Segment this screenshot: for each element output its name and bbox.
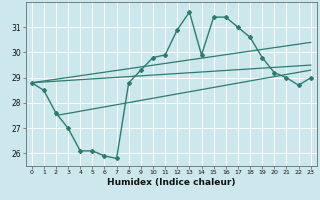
X-axis label: Humidex (Indice chaleur): Humidex (Indice chaleur) xyxy=(107,178,236,187)
